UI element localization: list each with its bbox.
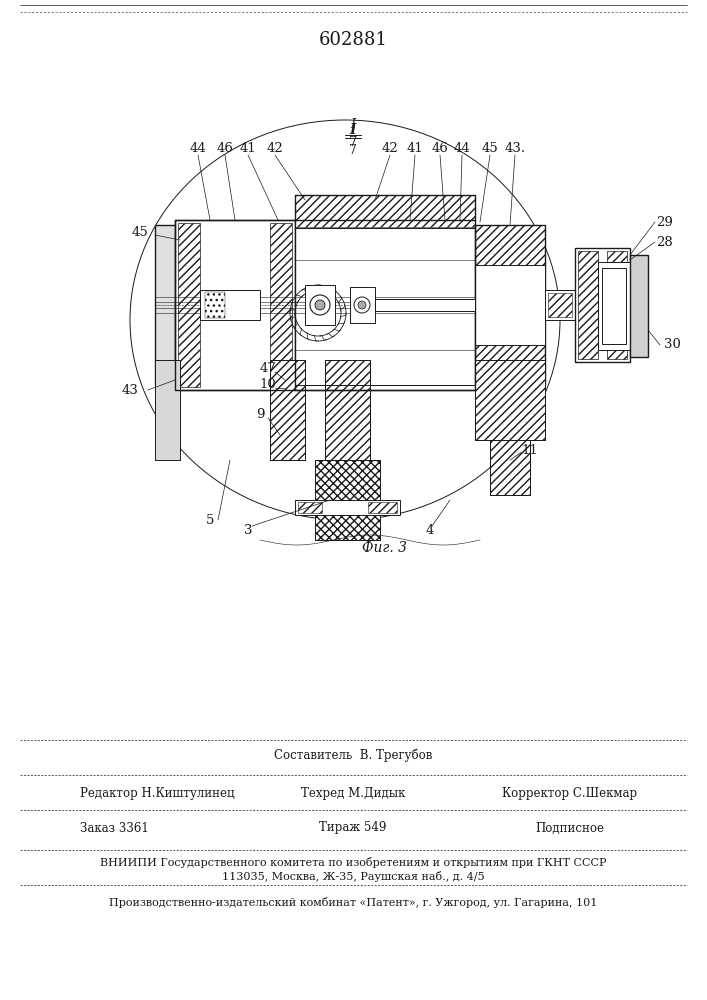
Bar [475,225,545,385]
Text: 44: 44 [454,141,470,154]
Circle shape [354,297,370,313]
Text: 30: 30 [664,338,680,352]
Bar [295,195,475,385]
Bar [200,290,260,320]
Text: Составитель  В. Трегубов: Составитель В. Трегубов [274,748,432,762]
Text: 45: 45 [481,141,498,154]
Bar [368,502,397,513]
Text: Фиг. 3: Фиг. 3 [363,541,407,555]
Bar [598,262,630,350]
Text: 9: 9 [256,408,264,422]
Text: 42: 42 [382,141,398,154]
Bar [490,440,530,495]
Text: 46: 46 [216,141,233,154]
Text: 10: 10 [259,378,276,391]
Bar [350,287,375,323]
Bar [295,195,475,225]
Text: 43.: 43. [504,141,525,154]
Text: 44: 44 [189,141,206,154]
Bar [295,225,320,385]
Bar [375,299,475,311]
Bar [270,223,292,387]
Bar [270,360,305,460]
Bar [305,285,335,325]
Text: 42: 42 [267,141,284,154]
Bar [295,195,475,227]
Bar [630,255,648,357]
Text: 113035, Москва, Ж-35, Раушская наб., д. 4/5: 113035, Москва, Ж-35, Раушская наб., д. … [222,870,484,882]
Bar [490,440,530,495]
Bar [575,248,630,362]
Text: 41: 41 [240,141,257,154]
Bar [602,268,626,344]
Text: Техред М.Дидык: Техред М.Дидык [300,786,405,800]
Bar [298,502,322,513]
Text: Тираж 549: Тираж 549 [320,822,387,834]
Bar [475,360,545,440]
Circle shape [312,307,324,319]
Bar [178,223,200,387]
Bar [270,360,305,460]
Bar [155,225,175,385]
Bar [545,290,575,320]
Text: 5: 5 [206,514,214,526]
Text: Подписное: Подписное [535,822,604,834]
Bar [315,460,380,540]
Bar [315,460,380,540]
Text: Редактор Н.Киштулинец: Редактор Н.Киштулинец [80,786,235,800]
Bar [155,360,180,460]
Bar [175,220,295,390]
Text: 28: 28 [657,235,673,248]
Bar [607,251,627,359]
Text: 46: 46 [431,141,448,154]
Circle shape [358,301,366,309]
Bar [475,360,545,440]
Text: 3: 3 [244,524,252,536]
Text: 47: 47 [259,361,276,374]
Text: 41: 41 [407,141,423,154]
Ellipse shape [130,120,560,520]
Text: ВНИИПИ Государственного комитета по изобретениям и открытиям при ГКНТ СССР: ВНИИПИ Государственного комитета по изоб… [100,856,606,867]
Text: Корректор С.Шекмар: Корректор С.Шекмар [503,786,638,800]
Text: 602881: 602881 [319,31,387,49]
Bar [475,265,545,345]
Text: I: I [351,118,356,131]
Text: 29: 29 [657,216,674,229]
Text: 43: 43 [122,383,139,396]
Bar [548,293,572,317]
Text: 7: 7 [349,136,357,149]
Bar [325,360,370,460]
Text: Производственно-издательский комбинат «Патент», г. Ужгород, ул. Гагарина, 101: Производственно-издательский комбинат «П… [109,896,597,908]
Bar [325,360,370,460]
Bar [205,292,225,318]
Bar [295,500,400,515]
Text: 11: 11 [522,444,538,456]
Circle shape [315,300,325,310]
Bar [475,225,545,385]
Text: 7: 7 [349,143,357,156]
Text: I: I [350,123,356,137]
Bar [578,251,598,359]
Text: 4: 4 [426,524,434,536]
Circle shape [310,295,330,315]
Bar [450,225,475,325]
Text: Заказ 3361: Заказ 3361 [80,822,148,834]
Text: 45: 45 [132,226,148,238]
